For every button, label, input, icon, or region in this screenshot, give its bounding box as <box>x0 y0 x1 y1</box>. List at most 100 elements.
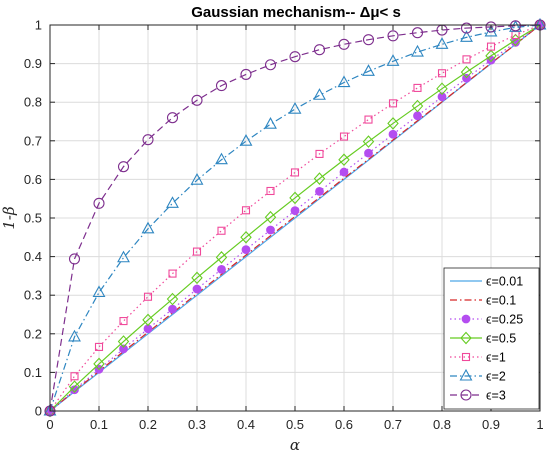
x-tick-label: 0.2 <box>139 417 157 432</box>
data-point <box>240 68 252 80</box>
data-point <box>117 250 130 263</box>
data-point <box>117 335 130 348</box>
data-point <box>413 83 422 92</box>
data-point <box>337 75 351 88</box>
data-point <box>117 161 130 173</box>
data-point <box>387 30 399 42</box>
data-point <box>266 186 275 196</box>
data-point <box>338 153 350 167</box>
axis-ticks: 0 0.1 0.2 0.3 0.4 0.5 0.6 0.7 0.8 0.9 1 0 0.1 0.2 0.3 0… <box>24 18 544 433</box>
data-point <box>192 284 202 294</box>
y-tick-label: 0.1 <box>24 365 42 380</box>
data-point <box>168 269 177 278</box>
data-point <box>215 251 228 264</box>
legend-label: ϵ=0.01 <box>486 275 523 289</box>
data-point <box>93 197 105 209</box>
y-tick-label: 0.3 <box>24 288 42 303</box>
legend-label: ϵ=2 <box>486 370 506 384</box>
series-1 <box>49 24 541 412</box>
data-point <box>264 59 277 71</box>
data-point <box>142 313 154 327</box>
x-tick-label: 0.1 <box>90 417 108 432</box>
data-point <box>387 117 399 130</box>
series-line <box>49 24 541 412</box>
data-point <box>70 385 79 395</box>
data-point <box>143 292 153 301</box>
data-point <box>70 372 79 381</box>
y-tick-label: 0 <box>35 404 42 419</box>
data-point <box>364 115 373 124</box>
data-point <box>142 134 154 146</box>
series-line <box>49 24 541 412</box>
data-point <box>485 49 497 63</box>
data-point <box>94 342 104 351</box>
y-tick-label: 1 <box>35 18 42 33</box>
data-point <box>264 210 277 224</box>
data-point <box>191 94 203 106</box>
x-tick-label: 0.4 <box>237 417 255 432</box>
data-point <box>241 245 251 255</box>
data-point <box>68 253 81 265</box>
data-point <box>339 132 349 141</box>
data-point <box>192 247 202 256</box>
data-point <box>240 230 252 244</box>
data-point <box>92 285 106 298</box>
data-point <box>190 173 204 185</box>
data-point <box>264 117 277 129</box>
data-point <box>93 357 105 371</box>
x-tick-label: 0.9 <box>482 417 500 432</box>
data-point <box>362 135 375 148</box>
legend-marker <box>459 368 473 381</box>
series-line <box>49 24 541 412</box>
legend-marker <box>460 389 472 401</box>
data-point <box>460 22 473 34</box>
legend-marker <box>460 331 472 345</box>
y-tick-label: 0.8 <box>24 95 42 110</box>
data-point <box>388 99 398 108</box>
x-tick-label: 1 <box>536 417 543 432</box>
x-tick-label: 0 <box>46 417 53 432</box>
data-point <box>166 112 179 124</box>
y-tick-label: 0.2 <box>24 326 42 341</box>
legend-label: ϵ=0.1 <box>486 294 516 308</box>
data-point <box>437 69 447 78</box>
data-point <box>266 225 275 235</box>
data-point <box>289 191 301 205</box>
legend-label: ϵ=1 <box>486 351 506 365</box>
x-tick-label: 0.3 <box>188 417 206 432</box>
series-line <box>49 24 541 412</box>
data-point <box>437 92 447 102</box>
series-3 <box>44 18 546 418</box>
data-point <box>339 167 349 177</box>
data-point <box>313 88 326 100</box>
data-point <box>313 44 326 56</box>
data-point <box>315 149 324 158</box>
x-tick-label: 0.7 <box>384 417 402 432</box>
data-point <box>338 38 350 50</box>
data-point <box>217 226 226 235</box>
data-point <box>313 172 326 185</box>
series-line <box>49 24 541 412</box>
legend: ϵ=0.01 ϵ=0.1 ϵ=0.25 ϵ=0.5 ϵ=1 ϵ=2 ϵ=3 <box>443 267 540 410</box>
x-tick-label: 0.8 <box>433 417 451 432</box>
legend-label: ϵ=0.5 <box>486 332 516 346</box>
y-axis-label: 1-β <box>0 206 18 230</box>
data-point <box>68 380 81 393</box>
data-point <box>436 82 448 96</box>
data-point <box>119 317 128 326</box>
data-point <box>462 55 471 64</box>
data-point <box>217 264 226 274</box>
data-point <box>290 206 300 216</box>
data-point <box>485 21 497 33</box>
data-point <box>215 80 228 92</box>
data-point <box>362 34 375 46</box>
data-point <box>364 148 373 158</box>
y-tick-label: 0.5 <box>24 211 42 226</box>
data-point <box>411 99 424 113</box>
data-point <box>411 27 424 39</box>
y-tick-label: 0.7 <box>24 133 42 148</box>
y-tick-label: 0.6 <box>24 172 42 187</box>
data-point <box>215 152 228 165</box>
data-point <box>362 64 375 76</box>
